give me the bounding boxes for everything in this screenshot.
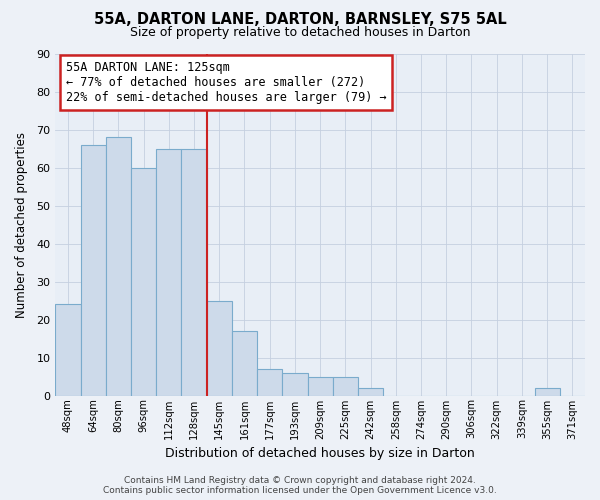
Bar (535, 388, 560, 396)
Y-axis label: Number of detached properties: Number of detached properties (15, 132, 28, 318)
Bar (283, 372, 308, 396)
Bar (131, 168, 156, 396)
Text: 55A DARTON LANE: 125sqm
← 77% of detached houses are smaller (272)
22% of semi-d: 55A DARTON LANE: 125sqm ← 77% of detache… (66, 61, 386, 104)
X-axis label: Distribution of detached houses by size in Darton: Distribution of detached houses by size … (165, 447, 475, 460)
Text: 55A, DARTON LANE, DARTON, BARNSLEY, S75 5AL: 55A, DARTON LANE, DARTON, BARNSLEY, S75 … (94, 12, 506, 28)
Bar (55, 304, 80, 396)
Bar (308, 376, 333, 396)
Text: Contains HM Land Registry data © Crown copyright and database right 2024.
Contai: Contains HM Land Registry data © Crown c… (103, 476, 497, 495)
Bar (106, 138, 131, 396)
Bar (232, 331, 257, 396)
Bar (181, 149, 206, 396)
Bar (156, 149, 181, 396)
Text: Size of property relative to detached houses in Darton: Size of property relative to detached ho… (130, 26, 470, 39)
Bar (358, 388, 383, 396)
Bar (80, 145, 106, 396)
Bar (333, 376, 358, 396)
Bar (257, 369, 283, 396)
Bar (206, 300, 232, 396)
